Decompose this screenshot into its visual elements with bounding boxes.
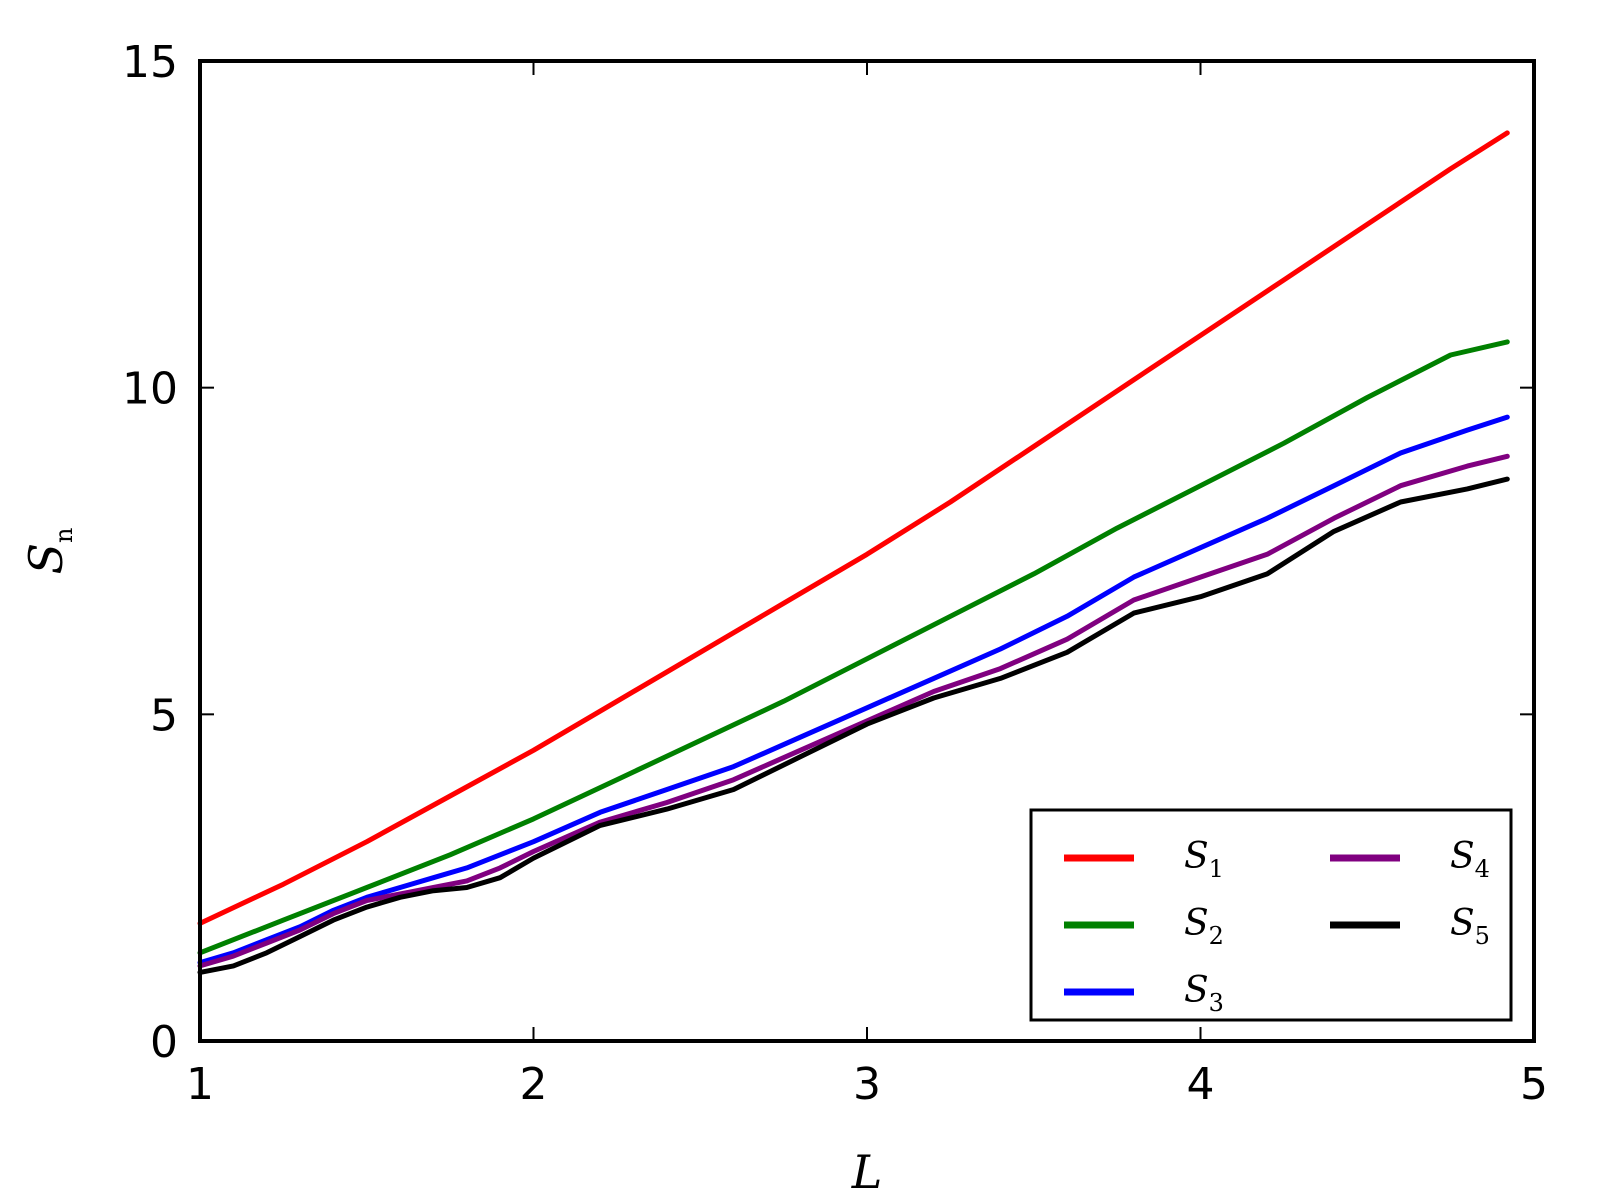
x-tick-label: 4 <box>1187 1059 1215 1110</box>
legend: S1 S2 S3 S4 S5 <box>1029 808 1513 1022</box>
y-tick-label: 10 <box>122 364 178 415</box>
x-tick-label: 3 <box>853 1059 881 1110</box>
series-line-2 <box>197 339 1510 956</box>
series-line-3 <box>197 414 1510 966</box>
legend-label-4: S4 <box>1450 836 1490 883</box>
ticks-layer: 1 2 3 4 5 0 5 10 15 <box>122 37 1548 1110</box>
plot-frame <box>198 59 1536 1043</box>
y-tick-label: 0 <box>150 1017 178 1068</box>
x-tick-label: 1 <box>186 1059 214 1110</box>
series-layer <box>197 130 1510 975</box>
series-line-5 <box>197 476 1510 975</box>
series-line-1 <box>197 130 1510 926</box>
y-tick-label: 15 <box>122 37 178 88</box>
legend-box <box>1029 808 1513 1022</box>
legend-label-3: S3 <box>1184 970 1224 1017</box>
x-axis-label: L <box>851 1145 883 1199</box>
y-tick-label: 5 <box>150 690 178 741</box>
y-axis-label: Sn <box>19 528 78 575</box>
legend-label-5: S5 <box>1450 903 1490 950</box>
x-tick-label: 2 <box>520 1059 548 1110</box>
x-tick-label: 5 <box>1520 1059 1548 1110</box>
series-line-4 <box>197 453 1510 969</box>
legend-label-1: S1 <box>1184 836 1224 883</box>
legend-label-2: S2 <box>1184 903 1224 950</box>
